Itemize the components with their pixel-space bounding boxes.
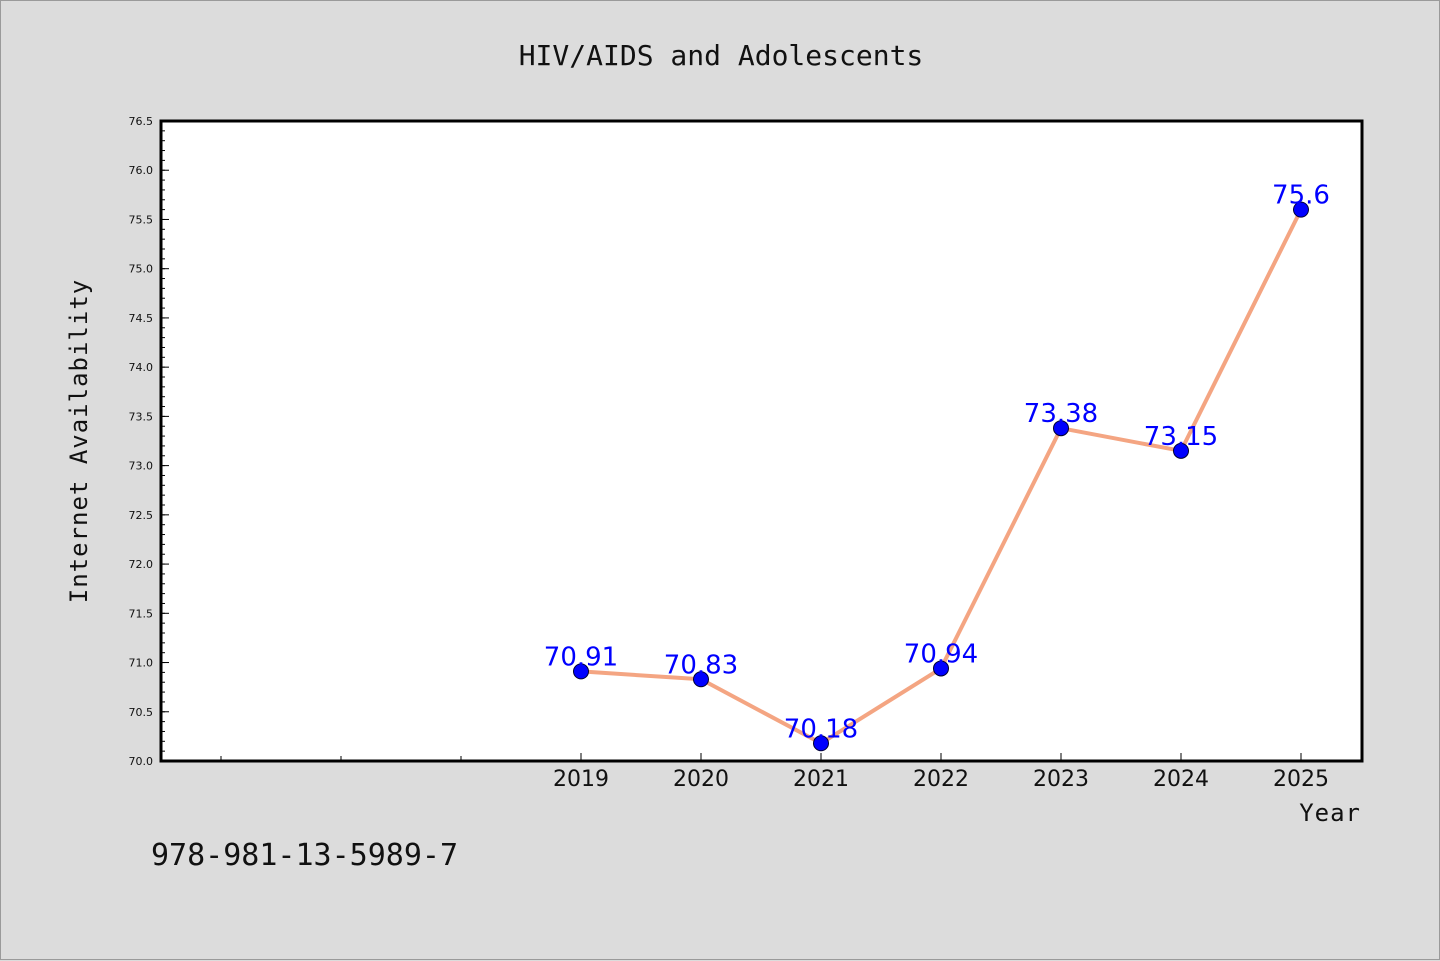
y-tick-label: 71.0: [129, 657, 154, 670]
y-axis: 70.0 70.5 71.0 71.5 72.0 72.5 73.0 73.5 74.0 74.5…: [129, 115, 169, 768]
data-label: 73.38: [1024, 399, 1098, 429]
data-label: 70.18: [784, 714, 858, 744]
x-tick-label: 2023: [1033, 767, 1089, 792]
x-tick-label: 2021: [793, 767, 849, 792]
data-point: [933, 660, 949, 677]
data-point: [813, 735, 829, 752]
data-label: 75.6: [1272, 181, 1330, 211]
y-axis-label: Internet Availability: [65, 279, 93, 603]
footer-isbn: 978-981-13-5989-7: [151, 838, 458, 873]
y-tick-label: 74.0: [129, 361, 154, 374]
data-label: 73.15: [1144, 422, 1218, 452]
y-tick-label: 72.0: [129, 558, 154, 571]
plot-area: [159, 119, 1364, 763]
data-point: [1173, 442, 1189, 459]
y-tick-label: 72.5: [129, 509, 154, 522]
x-tick-label: 2025: [1273, 767, 1329, 792]
data-point: [693, 671, 709, 688]
y-tick-label: 76.5: [129, 115, 154, 128]
x-tick-label: 2024: [1153, 767, 1209, 792]
y-tick-label: 75.5: [129, 213, 154, 226]
data-labels: 70.91 70.83 70.18 70.94 73.38 73.15 75.6: [544, 181, 1330, 745]
y-tick-label: 74.5: [129, 312, 154, 325]
data-label: 70.83: [664, 650, 738, 680]
y-tick-label: 73.0: [129, 460, 154, 473]
y-tick-label: 70.5: [129, 706, 154, 719]
y-tick-label: 71.5: [129, 607, 154, 620]
chart-title: HIV/AIDS and Adolescents: [519, 39, 924, 72]
data-label: 70.91: [544, 642, 618, 672]
series-group: [573, 201, 1309, 752]
data-point: [1293, 201, 1309, 218]
x-axis-label: Year: [1299, 799, 1361, 827]
data-point: [573, 663, 589, 680]
x-tick-label: 2019: [553, 767, 609, 792]
x-tick-label: 2022: [913, 767, 969, 792]
y-tick-label: 70.0: [129, 755, 154, 768]
x-axis: 2019 2020 2021 2022 2023 2024 2025: [220, 753, 1329, 792]
data-label: 70.94: [904, 639, 978, 669]
data-point: [1053, 420, 1069, 437]
y-tick-label: 76.0: [129, 164, 154, 177]
x-tick-label: 2020: [673, 767, 729, 792]
y-tick-label: 75.0: [129, 263, 154, 276]
y-tick-label: 73.5: [129, 410, 154, 423]
